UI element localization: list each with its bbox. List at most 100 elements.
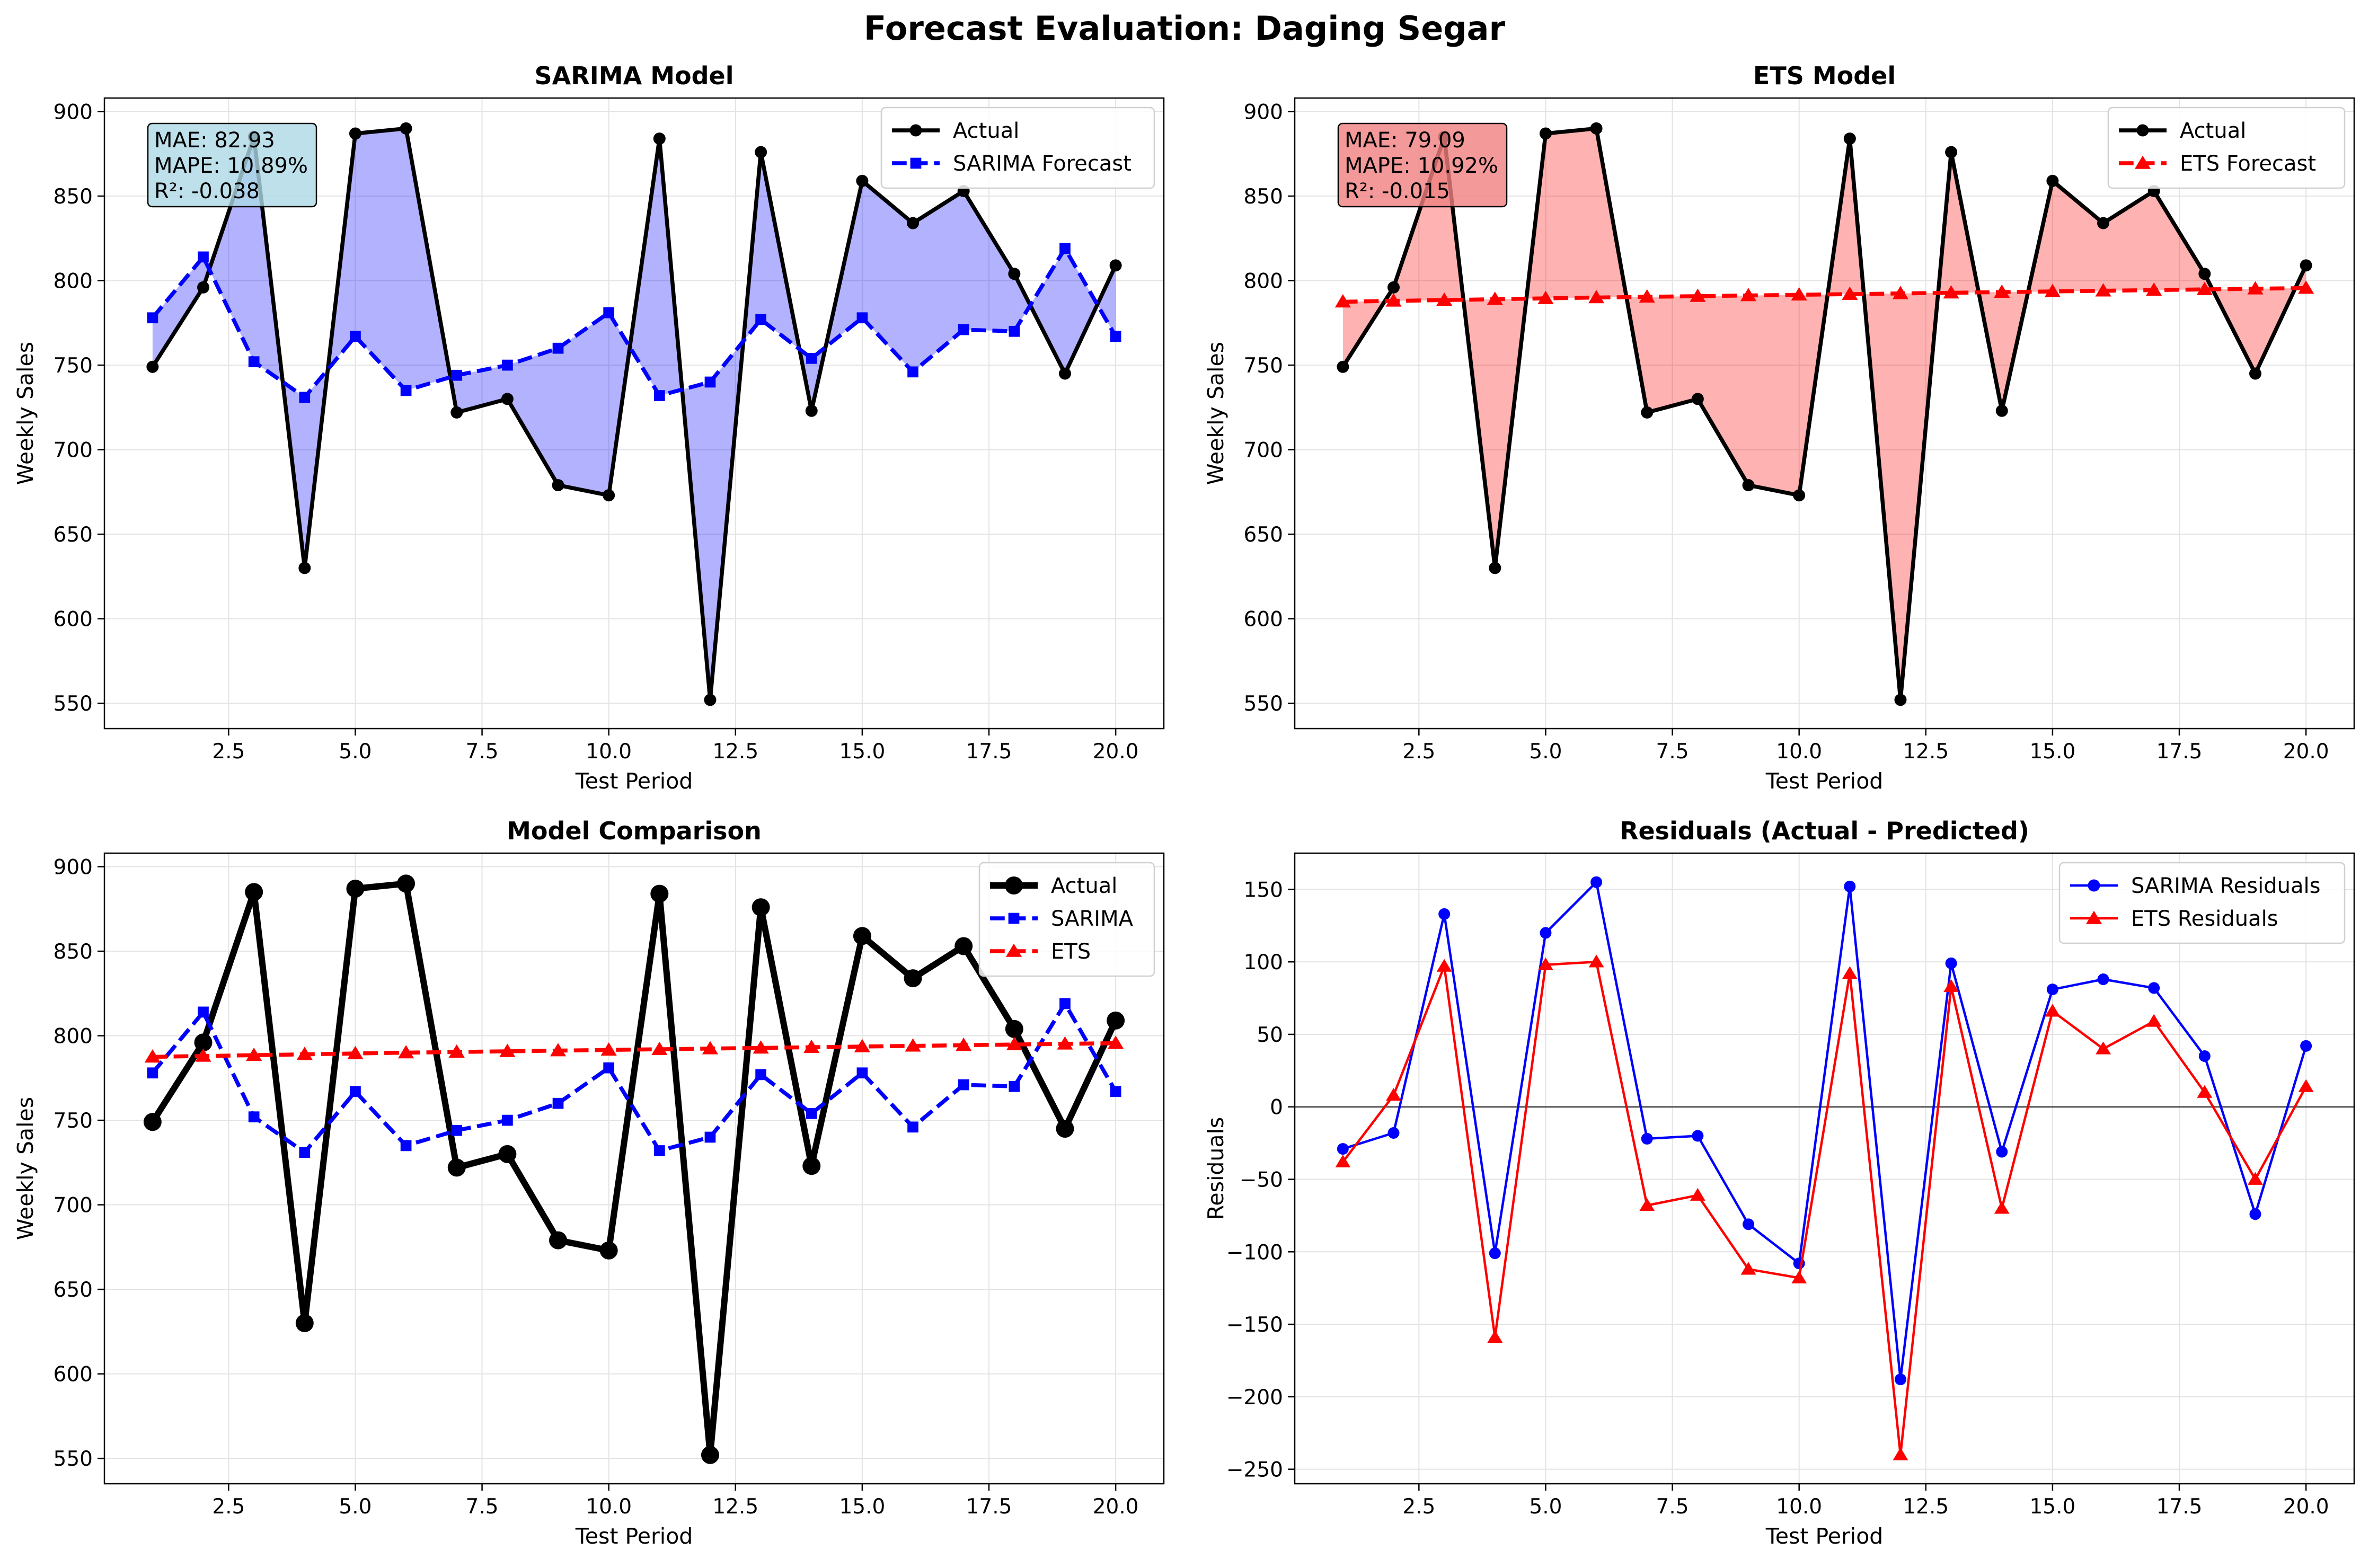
comparison-ets-point	[600, 1042, 617, 1056]
comparison-actual-point	[498, 1145, 517, 1163]
ets-xtick-label: 7.5	[1656, 740, 1689, 764]
comparison-sarima-point	[1110, 1086, 1121, 1097]
comparison-ets-point	[651, 1041, 668, 1055]
ets-actual-point	[1489, 562, 1501, 574]
residuals-ets-residuals-point	[2045, 1004, 2061, 1017]
sarima-xtick-label: 5.0	[339, 740, 372, 764]
residuals-xtick-label: 10.0	[1776, 1495, 1822, 1519]
sarima-xtick-label: 20.0	[1093, 740, 1139, 764]
sarima-sarima-forecast-point	[552, 342, 564, 354]
ets-actual-point	[1337, 360, 1349, 373]
comparison-legend-label-ets: ETS	[1051, 940, 1091, 964]
sarima-sarima-forecast-point	[806, 352, 817, 364]
ets-actual-point	[1843, 132, 1856, 145]
sarima-actual-point	[400, 122, 412, 135]
sarima-ytick-label: 650	[54, 523, 93, 547]
ets-metrics-box	[1337, 122, 1508, 208]
ets-metric-text: MAE: 79.09	[1345, 128, 1465, 153]
comparison-ytick-label: 700	[54, 1194, 93, 1218]
sarima-title: SARIMA Model	[535, 61, 734, 90]
ets-xtick-label: 15.0	[2029, 740, 2075, 764]
ets-metric-text: MAPE: 10.92%	[1345, 154, 1498, 178]
ets-ets-forecast-point	[1740, 288, 1757, 302]
comparison-sarima-point	[147, 1067, 158, 1079]
comparison-legend-marker-ets	[1005, 943, 1022, 957]
sarima-actual-point	[298, 562, 311, 574]
comparison-xlabel: Test Period	[575, 1523, 693, 1549]
sarima-legend-marker-sarima-forecast	[910, 157, 922, 169]
residuals-ytick-label: −50	[1240, 1168, 1283, 1192]
comparison-actual-point	[1107, 1011, 1125, 1030]
sarima-xlabel: Test Period	[575, 768, 693, 794]
ets-legend-label-actual: Actual	[2180, 119, 2246, 143]
comparison-ets-point	[905, 1038, 921, 1052]
comparison-actual-point	[802, 1157, 821, 1175]
comparison-ytick-label: 850	[54, 940, 93, 964]
comparison-actual-point	[904, 969, 922, 988]
ets-ytick-label: 900	[1244, 101, 1283, 125]
comparison-legend-label-sarima: SARIMA	[1051, 907, 1134, 931]
comparison-ets-point	[1108, 1035, 1124, 1049]
ets-legend-label-ets-forecast: ETS Forecast	[2180, 152, 2316, 176]
sarima-actual-point	[805, 404, 818, 417]
comparison-ytick-label: 800	[54, 1025, 93, 1049]
sarima-actual-point	[603, 489, 615, 502]
sarima-actual-point	[197, 281, 210, 294]
ets-ets-forecast-point	[1487, 291, 1503, 305]
comparison-actual-point	[397, 874, 416, 893]
residuals-sarima-residuals-point	[1945, 957, 1957, 969]
comparison-ytick-label: 550	[54, 1447, 93, 1471]
comparison-xtick-label: 12.5	[712, 1495, 758, 1519]
residuals-ytick-label: 100	[1244, 951, 1283, 975]
sarima-xtick-label: 15.0	[839, 740, 885, 764]
residuals-ytick-label: −200	[1226, 1386, 1283, 1410]
residuals-sarima-residuals-point	[1996, 1146, 2008, 1158]
sarima-sarima-forecast-point	[704, 376, 716, 388]
ets-ets-forecast-point	[1334, 294, 1351, 308]
residuals-xtick-label: 2.5	[1402, 1495, 1435, 1519]
sarima-actual-point	[704, 694, 717, 706]
comparison-ylabel: Weekly Sales	[13, 1097, 38, 1240]
comparison-axes-frame	[103, 852, 1165, 1485]
residuals-ets-residuals-point	[1538, 957, 1553, 970]
sarima-sarima-forecast-line	[151, 246, 1118, 400]
sarima-legend-label-sarima-forecast: SARIMA Forecast	[953, 152, 1132, 176]
residuals-ytick-label: −150	[1226, 1313, 1283, 1337]
sarima-error-fill	[152, 128, 1116, 700]
ets-actual-point	[1590, 122, 1603, 135]
comparison-ytick-label: 900	[54, 856, 93, 880]
residuals-sarima-residuals-point	[2148, 982, 2160, 994]
ets-title: ETS Model	[1753, 61, 1896, 90]
sarima-sarima-forecast-point	[653, 390, 665, 401]
residuals-legend-label-sarima-residuals: SARIMA Residuals	[2131, 874, 2320, 898]
comparison-ets-point	[246, 1047, 262, 1061]
comparison-actual-point	[599, 1241, 618, 1260]
residuals-ets-residuals-point	[1842, 966, 1858, 979]
comparison-xtick-label: 7.5	[466, 1495, 499, 1519]
sarima-legend-marker-actual	[909, 124, 922, 137]
ets-ytick-label: 550	[1244, 692, 1283, 716]
sarima-metrics-box	[147, 122, 317, 208]
sarima-actual-point	[349, 127, 361, 140]
comparison-ytick-label: 750	[54, 1109, 93, 1133]
ets-actual-point	[1539, 127, 1552, 140]
sarima-actual-point	[501, 393, 514, 405]
sarima-sarima-forecast-point	[958, 324, 969, 335]
ets-xtick-label: 17.5	[2156, 740, 2203, 764]
sarima-sarima-forecast-point	[502, 359, 513, 371]
ets-ets-forecast-point	[1690, 288, 1706, 302]
ets-ets-forecast-point	[1994, 284, 2010, 298]
residuals-sarima-residuals-point	[1540, 927, 1552, 939]
ets-ets-forecast-point	[1385, 293, 1402, 307]
residuals-ets-residuals-point	[2197, 1085, 2213, 1098]
comparison-actual-point	[447, 1158, 466, 1177]
comparison-sarima-point	[806, 1108, 817, 1119]
ets-actual-point	[1894, 694, 1907, 706]
residuals-ytick-label: 150	[1244, 878, 1283, 902]
comparison-ets-point	[803, 1039, 820, 1053]
residuals-xtick-label: 20.0	[2283, 1495, 2329, 1519]
residuals-ytick-label: −250	[1226, 1458, 1283, 1482]
comparison-xtick-label: 10.0	[586, 1495, 632, 1519]
sarima-actual-point	[755, 146, 767, 158]
